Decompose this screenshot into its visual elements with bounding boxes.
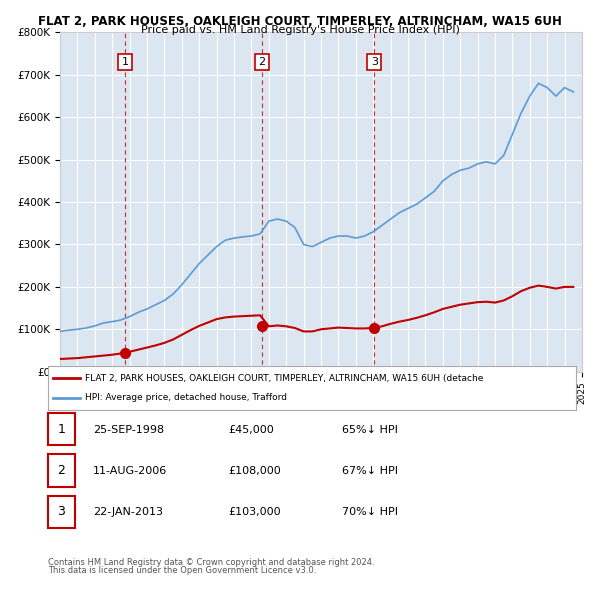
Text: £108,000: £108,000 (228, 466, 281, 476)
Text: 25-SEP-1998: 25-SEP-1998 (93, 425, 164, 434)
Text: This data is licensed under the Open Government Licence v3.0.: This data is licensed under the Open Gov… (48, 566, 316, 575)
Text: 3: 3 (371, 57, 378, 67)
Text: HPI: Average price, detached house, Trafford: HPI: Average price, detached house, Traf… (85, 393, 287, 402)
Text: £103,000: £103,000 (228, 507, 281, 517)
Text: 3: 3 (58, 505, 65, 519)
Text: FLAT 2, PARK HOUSES, OAKLEIGH COURT, TIMPERLEY, ALTRINCHAM, WA15 6UH (detache: FLAT 2, PARK HOUSES, OAKLEIGH COURT, TIM… (85, 373, 484, 383)
Text: 2: 2 (259, 57, 266, 67)
Text: £45,000: £45,000 (228, 425, 274, 434)
Text: 70%↓ HPI: 70%↓ HPI (342, 507, 398, 517)
Text: FLAT 2, PARK HOUSES, OAKLEIGH COURT, TIMPERLEY, ALTRINCHAM, WA15 6UH: FLAT 2, PARK HOUSES, OAKLEIGH COURT, TIM… (38, 15, 562, 28)
Text: 67%↓ HPI: 67%↓ HPI (342, 466, 398, 476)
Text: 2: 2 (58, 464, 65, 477)
Text: 22-JAN-2013: 22-JAN-2013 (93, 507, 163, 517)
Text: Contains HM Land Registry data © Crown copyright and database right 2024.: Contains HM Land Registry data © Crown c… (48, 558, 374, 566)
Text: Price paid vs. HM Land Registry's House Price Index (HPI): Price paid vs. HM Land Registry's House … (140, 25, 460, 35)
Text: 1: 1 (58, 422, 65, 436)
Text: 1: 1 (121, 57, 128, 67)
Text: 11-AUG-2006: 11-AUG-2006 (93, 466, 167, 476)
Text: 65%↓ HPI: 65%↓ HPI (342, 425, 398, 434)
